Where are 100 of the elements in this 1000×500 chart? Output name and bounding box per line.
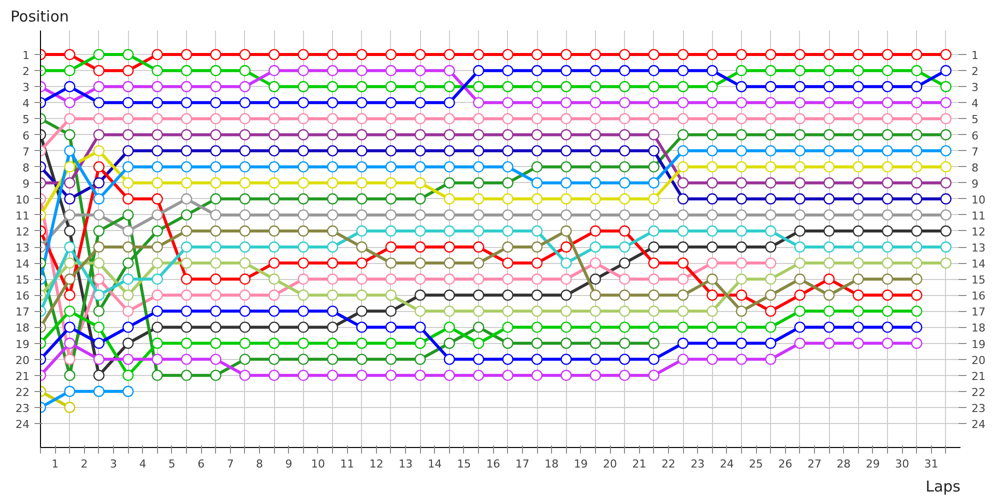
point [152,65,163,76]
point [385,113,397,124]
point [560,161,572,172]
point [590,257,602,269]
point [619,257,630,269]
point [911,225,922,237]
point [882,225,894,237]
point [940,129,952,140]
y-axis-title: Position [10,8,69,26]
point [911,177,922,188]
x-tick-label: 13 [398,458,413,470]
point [444,48,455,60]
point [648,354,660,365]
point [765,257,776,269]
point [619,225,630,237]
point [326,113,338,124]
point [531,65,543,76]
point [239,129,251,140]
point [180,177,192,188]
point [180,338,192,349]
point [531,257,543,269]
point [472,81,484,92]
point [385,177,397,188]
point [472,290,484,301]
point [765,241,776,253]
point [356,193,368,204]
x-tick-label: 23 [690,458,705,470]
point [268,209,280,221]
point [122,48,134,60]
point [882,81,894,92]
point [823,113,835,124]
point [648,113,660,124]
point [414,177,426,188]
point [794,257,806,269]
x-tick-label: 30 [895,458,910,470]
point [911,257,922,269]
point [356,97,368,108]
point [706,290,718,301]
point [64,145,76,156]
point [180,81,192,92]
point [619,193,630,204]
point [444,354,455,365]
point [152,129,163,140]
point [298,65,309,76]
point [590,354,602,365]
point [765,274,776,285]
point [385,290,397,301]
point [472,193,484,204]
point [326,338,338,349]
point [152,306,163,317]
point [590,306,602,317]
point [648,290,660,301]
point [911,193,922,204]
point [64,225,76,237]
point [64,81,76,92]
point [298,209,309,221]
point [64,161,76,172]
point [823,338,835,349]
point [326,97,338,108]
point [210,129,222,140]
point [911,241,922,253]
y2-tick-label: 7 [972,145,978,158]
point [180,225,192,237]
y2-tick-label: 17 [972,306,986,319]
point [823,161,835,172]
point [472,65,484,76]
point [64,129,76,140]
point [93,209,105,221]
point [823,322,835,333]
point [706,193,718,204]
point [590,322,602,333]
point [736,129,748,140]
point [472,225,484,237]
point [882,290,894,301]
point [64,370,76,381]
point [619,306,630,317]
point [940,113,952,124]
point [823,177,835,188]
point [706,257,718,269]
y2-tick-label: 14 [972,258,986,271]
point [648,209,660,221]
point [444,225,455,237]
y2-tick-label: 24 [972,418,986,431]
point [823,97,835,108]
point [385,306,397,317]
point [823,241,835,253]
point [823,225,835,237]
point [648,274,660,285]
point [298,161,309,172]
point [64,338,76,349]
point [122,322,134,333]
point [326,257,338,269]
point [268,48,280,60]
point [326,177,338,188]
point [706,209,718,221]
point [648,193,660,204]
point [502,65,514,76]
point [677,145,689,156]
point [239,322,251,333]
point [152,241,163,253]
